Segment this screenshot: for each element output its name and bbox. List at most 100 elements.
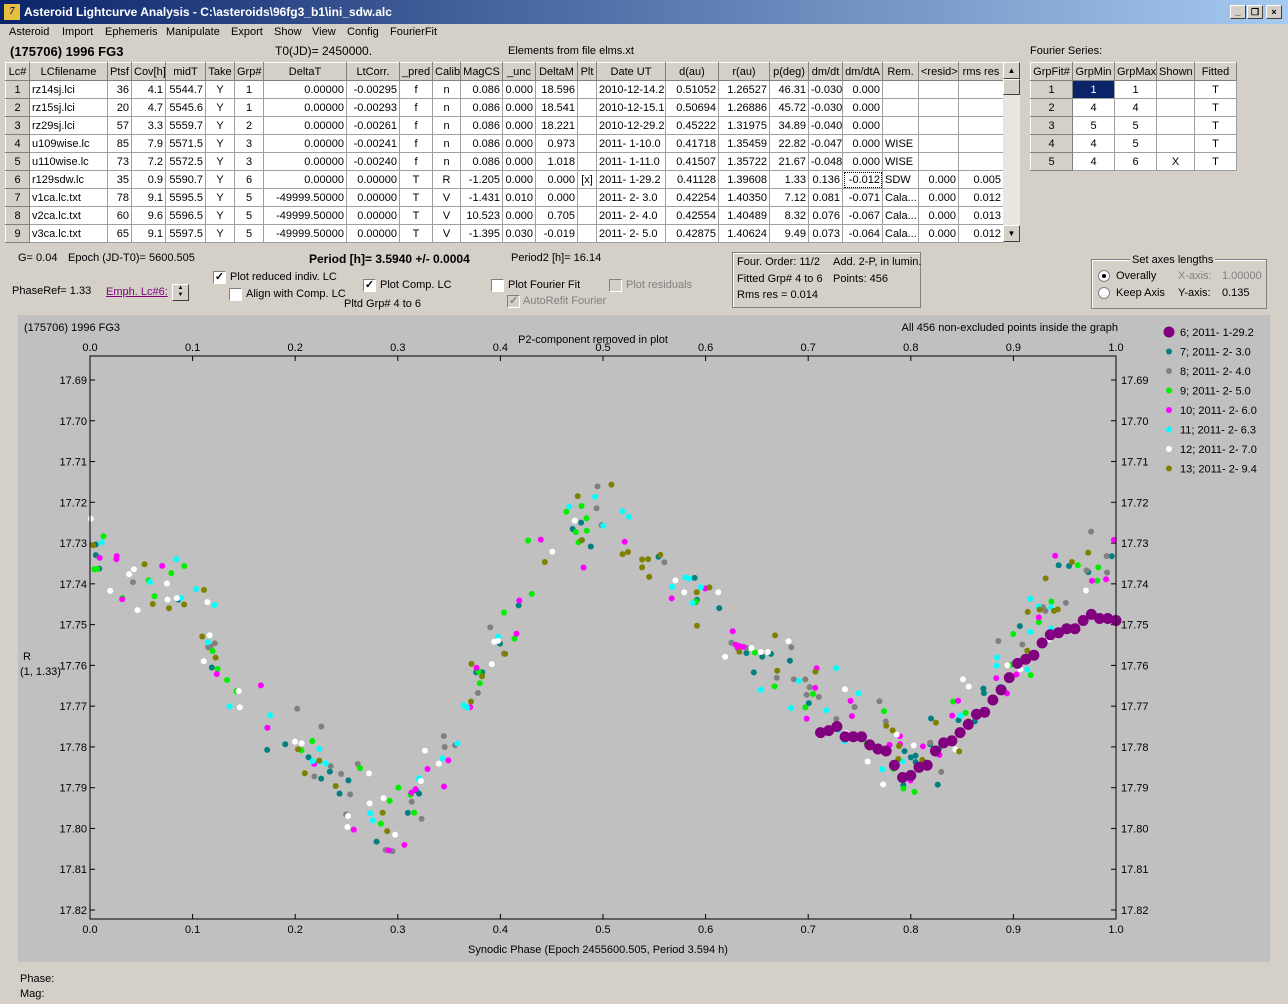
align-comp-checkbox[interactable] [229, 288, 242, 301]
table-cell[interactable]: 0.00000 [263, 134, 347, 153]
table-cell[interactable]: 4.7 [131, 98, 166, 117]
table-cell[interactable]: v2ca.lc.txt [29, 206, 108, 225]
table-cell[interactable]: 21.67 [769, 152, 809, 171]
table-cell[interactable]: 0.073 [808, 224, 843, 243]
table-cell[interactable]: T [399, 188, 433, 207]
table-cell[interactable]: n [432, 116, 461, 135]
restore-button[interactable]: ❐ [1247, 5, 1263, 19]
table-cell[interactable]: 0.45222 [665, 116, 719, 135]
table-cell[interactable]: -0.00261 [346, 116, 400, 135]
table-cell[interactable]: 5597.5 [165, 224, 206, 243]
column-header[interactable]: Lc# [5, 62, 30, 81]
table-cell[interactable]: Y [205, 188, 235, 207]
table-cell[interactable]: 20 [107, 98, 132, 117]
table-cell[interactable]: 1.35459 [718, 134, 770, 153]
table-cell[interactable]: 65 [107, 224, 132, 243]
fourier-column-header[interactable]: GrpFit# [1030, 62, 1073, 81]
table-row[interactable]: 6 r129sdw.lc 35 0.9 5590.7 Y 6 0.00000 0.00000 T R… [5, 170, 1004, 189]
table-cell[interactable]: Y [205, 134, 235, 153]
table-cell[interactable] [918, 80, 959, 99]
table-cell[interactable]: 0.00000 [263, 98, 347, 117]
fourier-cell[interactable]: 4 [1030, 134, 1073, 153]
table-cell[interactable]: 5544.7 [165, 80, 206, 99]
table-cell[interactable]: f [399, 116, 433, 135]
fourier-column-header[interactable]: Shown [1156, 62, 1195, 81]
table-cell[interactable]: 2010-12-15.1 [596, 98, 666, 117]
table-cell[interactable]: 0.081 [808, 188, 843, 207]
fourier-cell[interactable]: 4 [1072, 134, 1115, 153]
table-cell[interactable]: 2011- 2- 3.0 [596, 188, 666, 207]
table-cell[interactable]: 0.41128 [665, 170, 719, 189]
table-cell[interactable] [882, 116, 919, 135]
table-cell[interactable]: 3 [234, 152, 264, 171]
table-cell[interactable]: 0.50694 [665, 98, 719, 117]
table-cell[interactable]: -49999.50000 [263, 188, 347, 207]
table-row[interactable]: 8 v2ca.lc.txt 60 9.6 5596.5 Y 5 -49999.50000 0.0… [5, 206, 1004, 225]
table-cell[interactable]: Y [205, 206, 235, 225]
lightcurve-table[interactable]: Lc# LCfilename Ptsf Cov[h] midT Take Grp# Delta… [5, 62, 1004, 243]
table-cell[interactable] [958, 134, 1004, 153]
table-cell[interactable]: 1 [5, 80, 30, 99]
fourier-cell[interactable] [1156, 116, 1195, 135]
fourier-cell[interactable]: 5 [1072, 116, 1115, 135]
table-cell[interactable]: 1 [234, 98, 264, 117]
column-header[interactable]: LtCorr. [346, 62, 400, 81]
table-cell[interactable]: f [399, 152, 433, 171]
table-cell[interactable] [882, 98, 919, 117]
table-cell[interactable]: 57 [107, 116, 132, 135]
table-cell[interactable]: [x] [577, 170, 597, 189]
table-cell[interactable]: V [432, 224, 461, 243]
fourier-cell[interactable]: T [1194, 80, 1237, 99]
fourier-cell[interactable]: T [1194, 98, 1237, 117]
plot-reduced-checkbox[interactable]: ✓ [213, 271, 226, 284]
table-row[interactable]: 2 rz15sj.lci 20 4.7 5545.6 Y 1 0.00000 -0.00293 f… [5, 98, 1004, 117]
emph-lc-spinner[interactable]: ▲ ▼ [172, 284, 189, 301]
table-cell[interactable] [577, 224, 597, 243]
table-cell[interactable]: 0.973 [535, 134, 578, 153]
table-cell[interactable] [958, 116, 1004, 135]
table-cell[interactable] [958, 98, 1004, 117]
table-cell[interactable]: -0.030 [808, 98, 843, 117]
table-cell[interactable]: 5590.7 [165, 170, 206, 189]
table-cell[interactable]: Cala... [882, 224, 919, 243]
table-cell[interactable]: -0.047 [808, 134, 843, 153]
table-cell[interactable]: 5 [234, 224, 264, 243]
table-cell[interactable]: 0.136 [808, 170, 843, 189]
column-header[interactable]: p(deg) [769, 62, 809, 81]
table-cell[interactable]: 5596.5 [165, 206, 206, 225]
fourier-cell[interactable]: X [1156, 152, 1195, 171]
table-cell[interactable]: 0.010 [502, 188, 536, 207]
table-cell[interactable]: -1.395 [460, 224, 503, 243]
table-cell[interactable]: 0.086 [460, 116, 503, 135]
fourier-cell[interactable]: 5 [1030, 152, 1073, 171]
table-cell[interactable]: 7.9 [131, 134, 166, 153]
table-cell[interactable]: 5 [234, 206, 264, 225]
table-cell[interactable]: 0.51052 [665, 80, 719, 99]
table-cell[interactable]: v1ca.lc.txt [29, 188, 108, 207]
column-header[interactable]: Cov[h] [131, 62, 166, 81]
column-header[interactable]: Ptsf [107, 62, 132, 81]
table-cell[interactable]: 0.000 [842, 98, 883, 117]
table-cell[interactable]: 2010-12-14.2 [596, 80, 666, 99]
fourier-cell[interactable]: 1 [1030, 80, 1073, 99]
fourier-cell[interactable]: 3 [1030, 116, 1073, 135]
column-header[interactable]: _unc [502, 62, 536, 81]
table-cell[interactable]: SDW [882, 170, 919, 189]
table-cell[interactable] [577, 188, 597, 207]
menu-config[interactable]: Config [347, 26, 379, 38]
table-cell[interactable]: 2 [5, 98, 30, 117]
table-cell[interactable]: 0.000 [535, 188, 578, 207]
column-header[interactable]: Grp# [234, 62, 264, 81]
fourier-column-header[interactable]: Fitted [1194, 62, 1237, 81]
table-cell[interactable]: R [432, 170, 461, 189]
table-cell[interactable]: -0.00293 [346, 98, 400, 117]
table-cell[interactable]: 0.9 [131, 170, 166, 189]
table-cell[interactable]: Y [205, 152, 235, 171]
table-cell[interactable]: 0.41718 [665, 134, 719, 153]
table-cell[interactable]: 7.12 [769, 188, 809, 207]
fourier-cell[interactable]: 5 [1114, 116, 1157, 135]
fourier-cell[interactable]: 1 [1114, 80, 1157, 99]
table-cell[interactable]: 5 [5, 152, 30, 171]
fourier-column-header[interactable]: GrpMin [1072, 62, 1115, 81]
